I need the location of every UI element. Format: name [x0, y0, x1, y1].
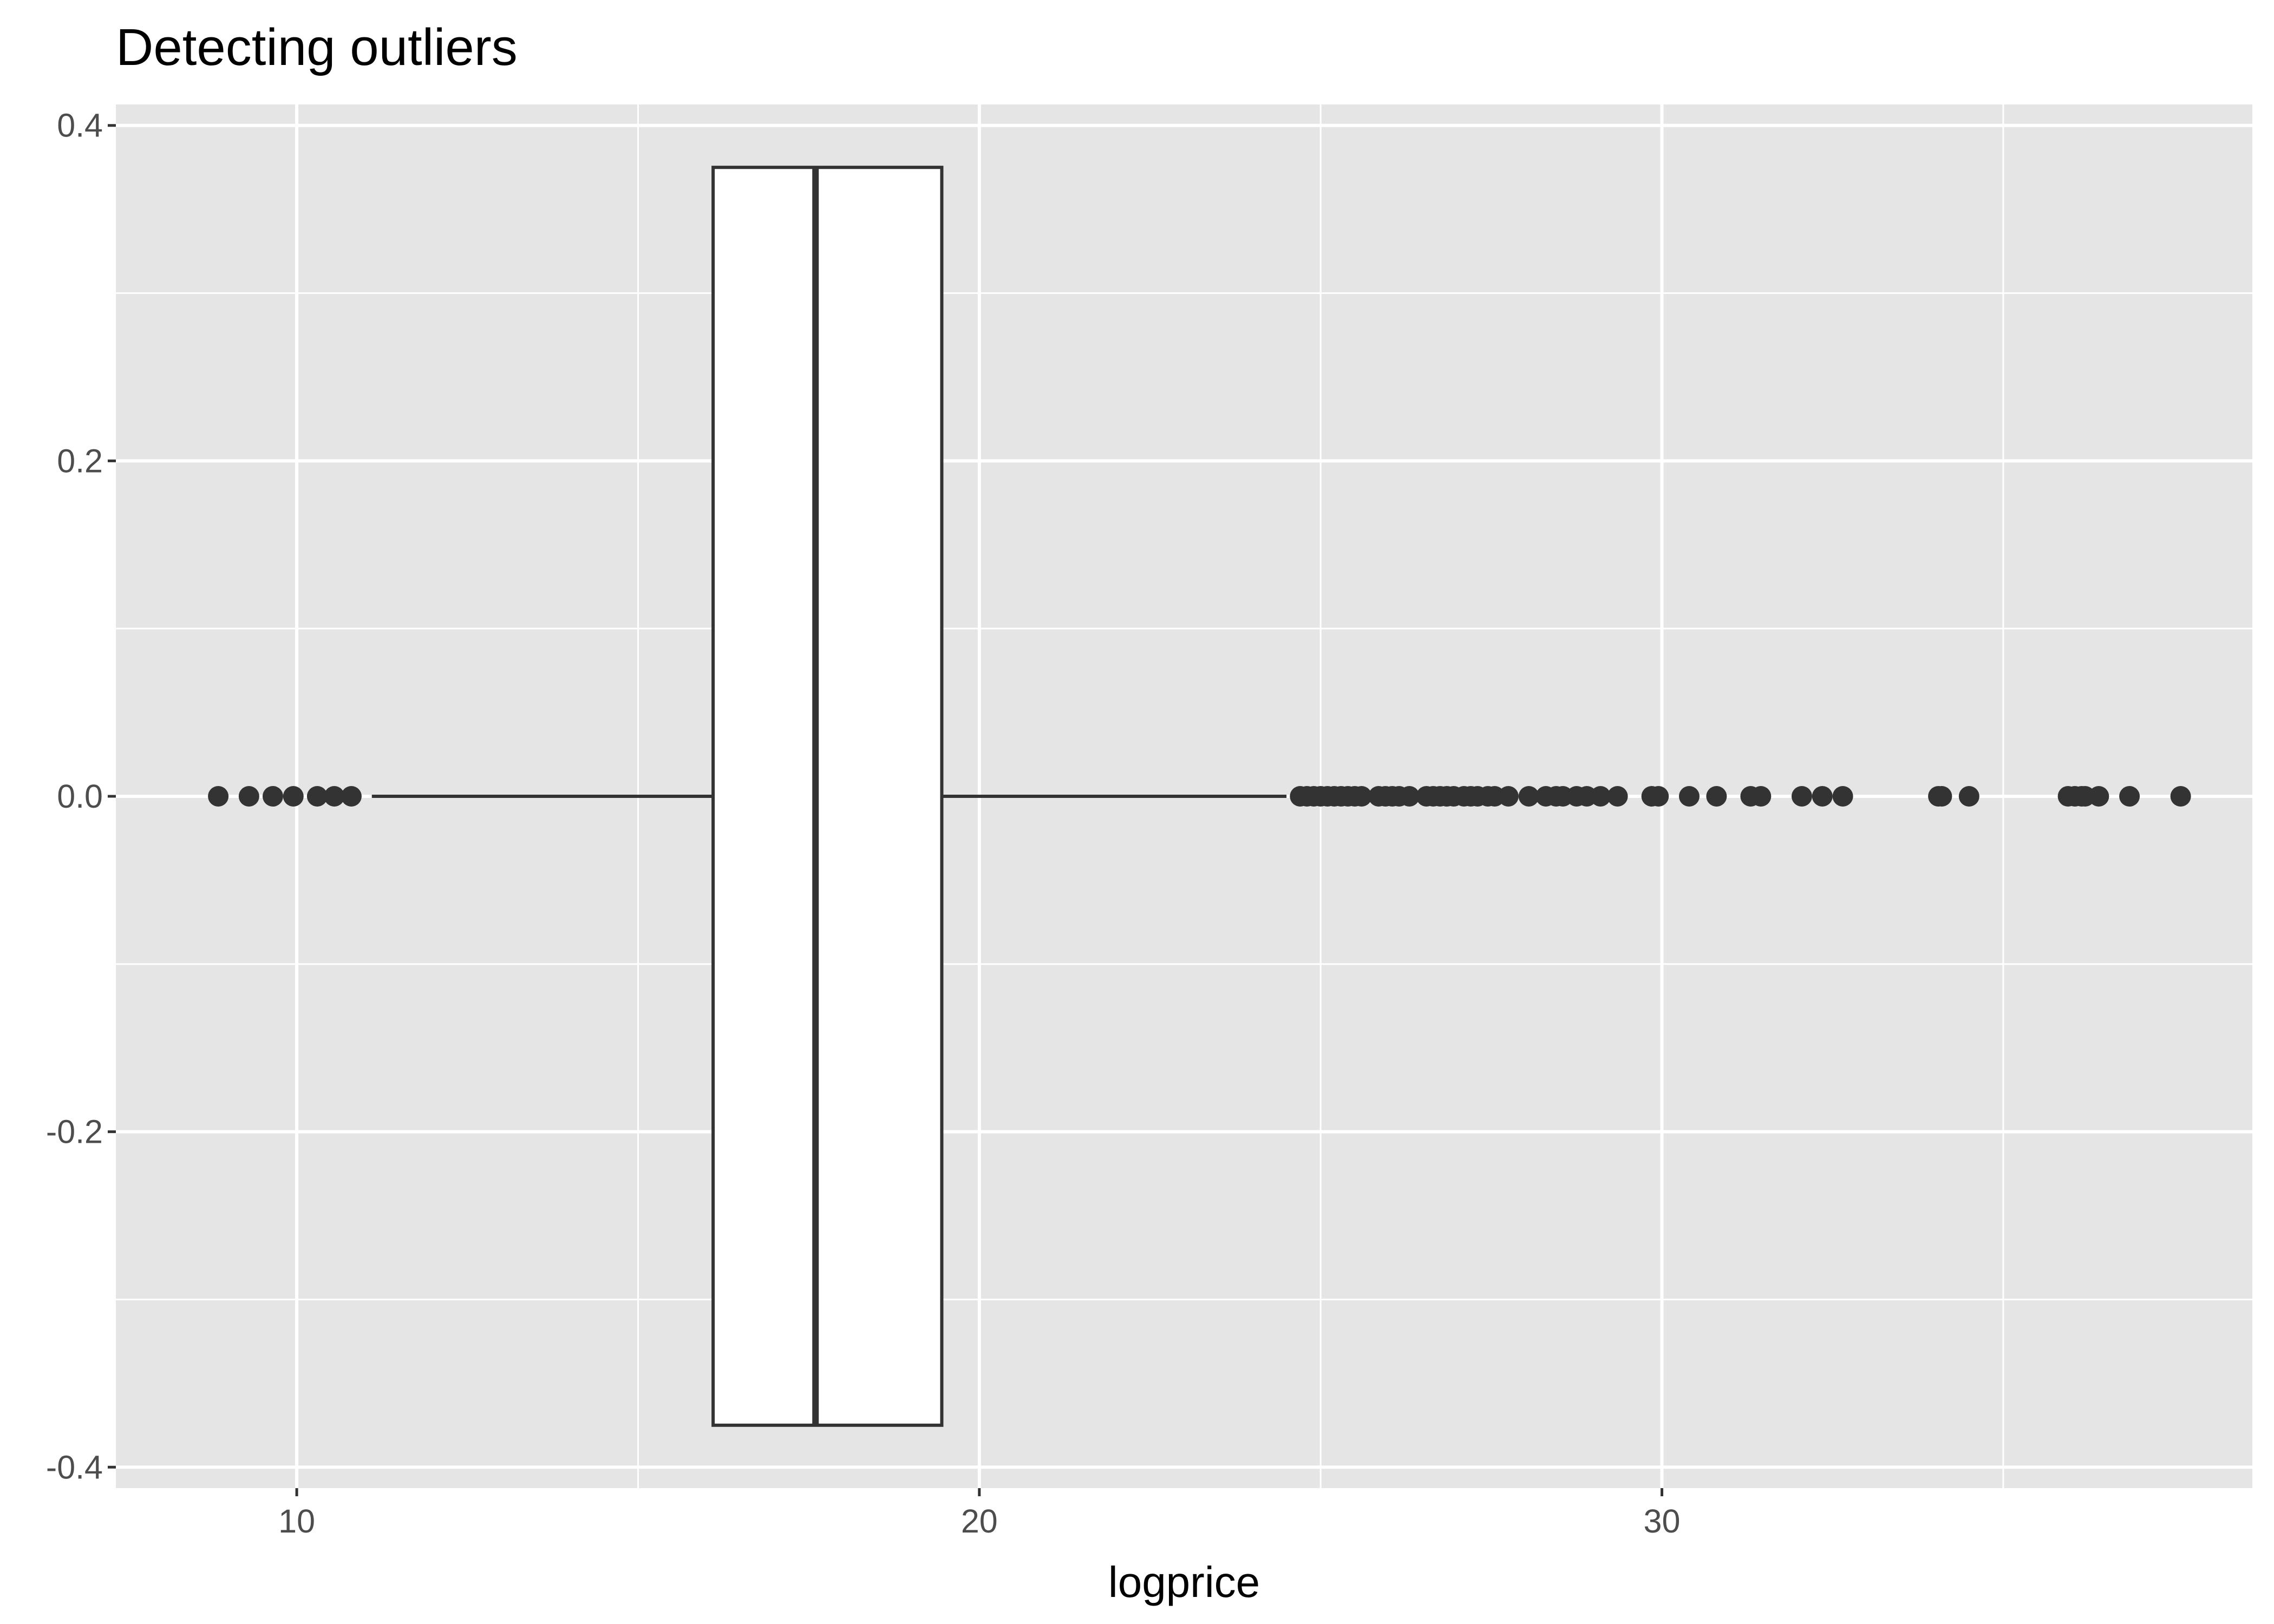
- outlier-point: [1518, 786, 1539, 807]
- outlier-points: [208, 786, 2191, 807]
- outlier-point: [1832, 786, 1853, 807]
- outlier-point: [2119, 786, 2140, 807]
- outlier-point: [2088, 786, 2109, 807]
- outlier-point: [1351, 786, 1372, 807]
- box-plot: [371, 166, 1287, 1427]
- outlier-point: [1678, 786, 1700, 807]
- outlier-point: [1931, 786, 1952, 807]
- y-tick-label: 0.2: [57, 442, 103, 479]
- outlier-point: [341, 786, 362, 807]
- outlier-point: [1958, 786, 1979, 807]
- outlier-point: [1791, 786, 1812, 807]
- outlier-point: [1812, 786, 1833, 807]
- outlier-point: [324, 786, 345, 807]
- axes: 10 20 30 -0.4 -0.2 0.0 0.2 0.4: [46, 107, 1681, 1540]
- outlier-point: [1607, 786, 1628, 807]
- x-tick-label: 20: [961, 1503, 998, 1540]
- y-tick-label: 0.4: [57, 107, 103, 144]
- outlier-point: [208, 786, 229, 807]
- y-tick-label: -0.2: [46, 1114, 103, 1150]
- y-tick-label: -0.4: [46, 1449, 103, 1485]
- outlier-point: [306, 786, 328, 807]
- outlier-point: [1399, 786, 1420, 807]
- outlier-point: [2170, 786, 2191, 807]
- outlier-point: [1706, 786, 1727, 807]
- x-tick-label: 10: [278, 1503, 315, 1540]
- x-axis-title: logprice: [1108, 1558, 1260, 1606]
- y-tick-label: 0.0: [57, 778, 103, 815]
- outlier-point: [238, 786, 259, 807]
- outlier-point: [1590, 786, 1611, 807]
- outlier-point: [262, 786, 283, 807]
- x-tick-label: 30: [1644, 1503, 1681, 1540]
- outlier-point: [1750, 786, 1772, 807]
- chart-title: Detecting outliers: [116, 18, 518, 76]
- outlier-point: [1498, 786, 1519, 807]
- outlier-point: [283, 786, 304, 807]
- interquartile-box: [711, 166, 944, 1427]
- outlier-point: [1648, 786, 1669, 807]
